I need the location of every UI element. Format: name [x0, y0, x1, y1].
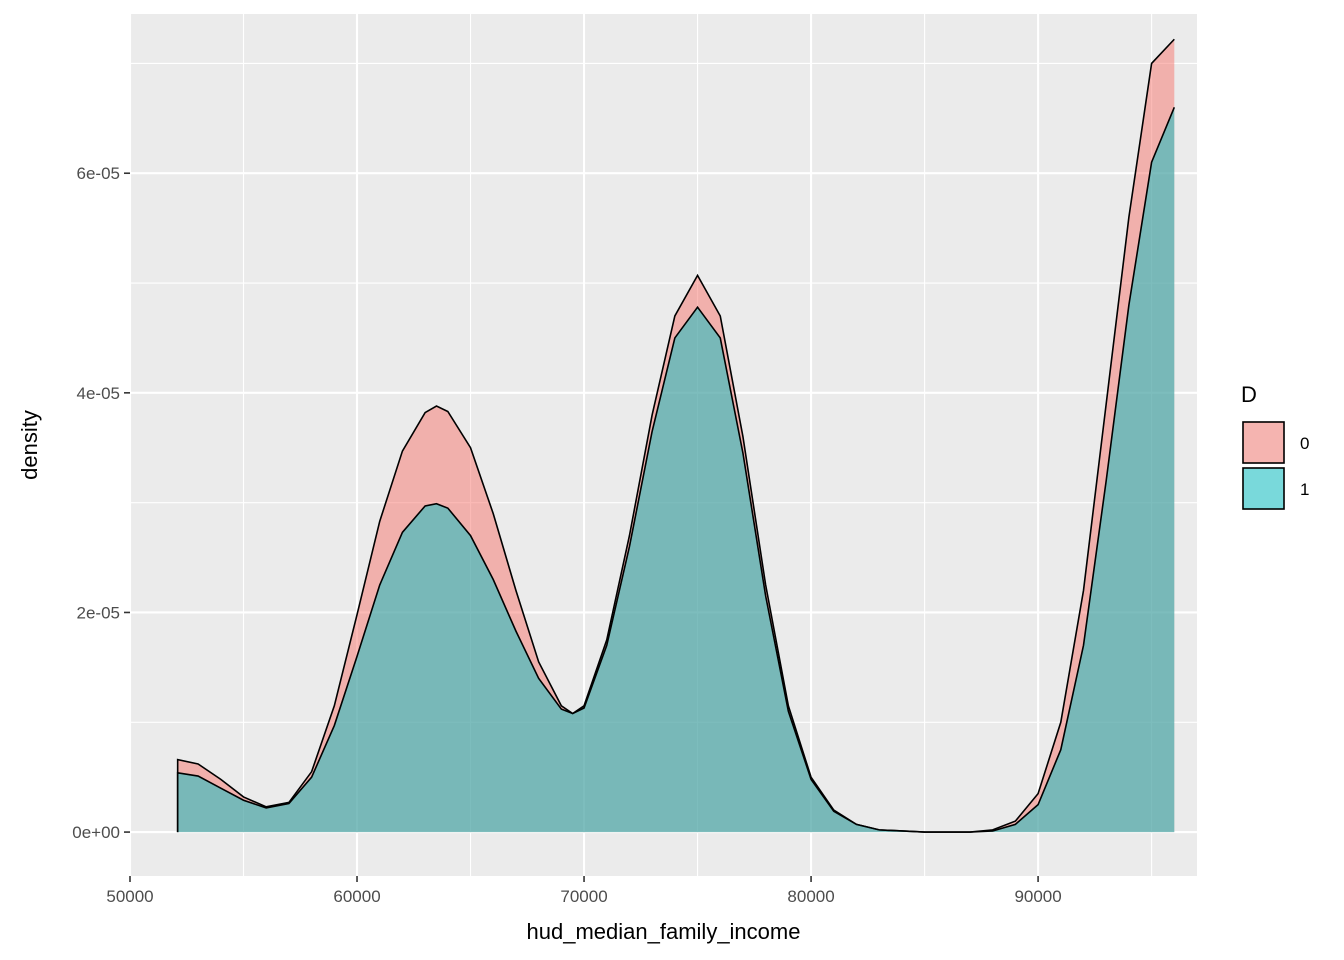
y-tick-label: 0e+00 [72, 823, 120, 842]
legend-swatch-1 [1242, 467, 1285, 510]
x-tick-label: 80000 [787, 887, 834, 906]
legend-label-0: 0 [1300, 434, 1309, 453]
density-outline-0 [176, 38, 1175, 833]
x-tick-label: 70000 [560, 887, 607, 906]
density-area-1 [177, 107, 1175, 833]
y-axis-ticks: 0e+00 2e-05 4e-05 6e-05 [72, 164, 130, 842]
y-axis-title: density [17, 410, 42, 480]
x-axis-title: hud_median_family_income [527, 919, 801, 944]
y-tick-label: 6e-05 [77, 164, 120, 183]
x-tick-label: 50000 [106, 887, 153, 906]
x-tick-label: 90000 [1014, 887, 1061, 906]
x-tick-label: 60000 [333, 887, 380, 906]
legend: D 0 1 [1241, 382, 1309, 510]
legend-swatch-0 [1242, 421, 1285, 464]
y-tick-label: 4e-05 [77, 384, 120, 403]
x-axis-ticks: 50000 60000 70000 80000 90000 [106, 876, 1062, 906]
density-series [176, 38, 1176, 833]
y-tick-label: 2e-05 [77, 603, 120, 622]
density-outline-1 [176, 107, 1176, 833]
legend-title: D [1241, 382, 1257, 407]
legend-label-1: 1 [1300, 480, 1309, 499]
